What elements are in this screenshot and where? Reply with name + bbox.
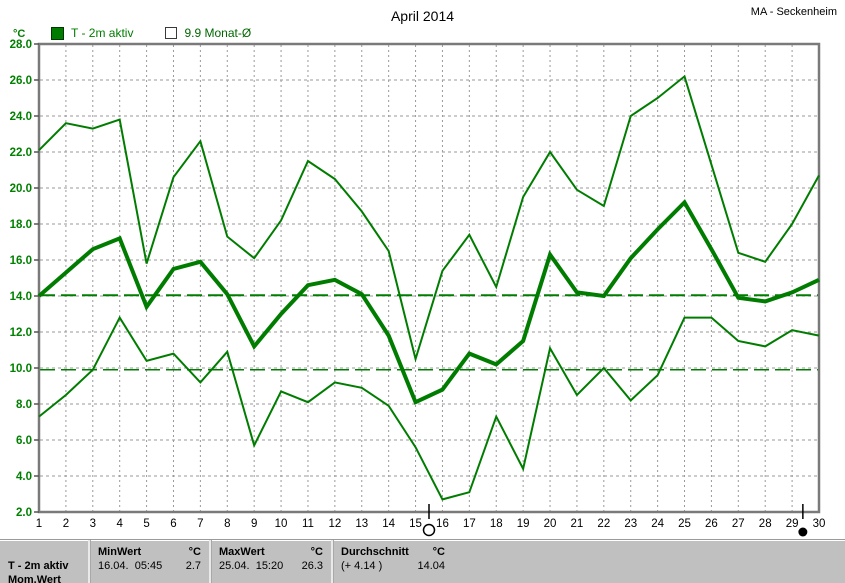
legend-item-active-series[interactable]: T - 2m aktiv (51, 26, 133, 40)
maxwert-value: 26.3 (301, 560, 323, 572)
y-tick-label: 14.0 (10, 291, 32, 303)
x-tick-label: 6 (170, 518, 176, 530)
legend-label-active: T - 2m aktiv (71, 26, 134, 40)
y-tick-label: 12.0 (10, 327, 32, 339)
y-tick-label: 10.0 (10, 363, 32, 375)
y-tick-label: 28.0 (10, 39, 32, 51)
maxwert-unit: °C (310, 546, 323, 558)
statusbar-minwert-cell: MinWert °C 16.04. 05:45 2.7 (88, 540, 209, 583)
x-tick-label: 25 (678, 518, 691, 530)
maxwert-datetime: 25.04. 15:20 (219, 560, 284, 572)
x-tick-label: 17 (463, 518, 476, 530)
y-tick-label: 6.0 (16, 435, 32, 447)
minwert-datetime: 16.04. 05:45 (98, 560, 163, 572)
x-tick-label: 1 (36, 518, 42, 530)
minwert-unit: °C (188, 546, 201, 558)
durchschnitt-value: 14.04 (417, 560, 445, 572)
x-tick-label: 30 (813, 518, 826, 530)
new-moon-icon (798, 527, 808, 537)
min-line (38, 315, 820, 501)
maxwert-header: MaxWert (219, 546, 265, 558)
full-moon-icon (422, 523, 436, 537)
x-tick-label: 27 (732, 518, 745, 530)
y-tick-label: 20.0 (10, 183, 32, 195)
x-tick-label: 15 (409, 518, 422, 530)
chart-title: April 2014 (390, 8, 455, 24)
y-tick-label: 18.0 (10, 219, 32, 231)
x-tick-label: 18 (490, 518, 503, 530)
x-tick-label: 26 (705, 518, 718, 530)
x-tick-label: 22 (597, 518, 610, 530)
x-tick-label: 8 (224, 518, 230, 530)
y-tick-label: 26.0 (10, 75, 32, 87)
x-tick-label: 2 (63, 518, 69, 530)
x-tick-label: 24 (651, 518, 664, 530)
max-line (38, 74, 820, 363)
filled-square-icon (51, 26, 64, 40)
open-square-icon (165, 27, 178, 39)
legend-item-longterm-average[interactable]: 9.9 Monat-Ø (165, 26, 251, 40)
statusbar-partial-next-row: Mom.Wert (8, 574, 61, 583)
station-label: MA - Seckenheim (750, 6, 837, 18)
statusbar-empty-area (453, 540, 845, 583)
x-tick-label: 28 (759, 518, 772, 530)
y-tick-label: 8.0 (16, 399, 32, 411)
statusbar-durchschnitt-cell: Durchschnitt °C (+ 4.14 ) 14.04 (331, 540, 453, 583)
minwert-value: 2.7 (185, 560, 201, 572)
x-tick-label: 29 (786, 518, 799, 530)
x-tick-label: 7 (197, 518, 203, 530)
x-tick-label: 4 (116, 518, 123, 530)
mean-line (37, 199, 820, 405)
x-tick-label: 16 (436, 518, 449, 530)
x-tick-label: 3 (90, 518, 96, 530)
x-tick-label: 14 (382, 518, 395, 530)
y-tick-label: 24.0 (10, 111, 32, 123)
durchschnitt-unit: °C (432, 546, 445, 558)
x-tick-label: 12 (328, 518, 341, 530)
y-tick-label: 4.0 (16, 471, 32, 483)
statusbar-channel-label: T - 2m aktiv (8, 560, 69, 572)
statusbar-spacer (8, 545, 80, 559)
x-tick-label: 21 (571, 518, 584, 530)
x-tick-label: 10 (275, 518, 288, 530)
statusbar-maxwert-cell: MaxWert °C 25.04. 15:20 26.3 (209, 540, 331, 583)
plot-frame (37, 42, 821, 514)
y-tick-label: 2.0 (16, 507, 32, 519)
y-tick-label: 16.0 (10, 255, 32, 267)
durchschnitt-delta: (+ 4.14 ) (341, 560, 383, 572)
legend: T - 2m aktiv 9.9 Monat-Ø (51, 26, 251, 40)
y-tick-label: 22.0 (10, 147, 32, 159)
x-tick-label: 23 (624, 518, 637, 530)
statusbar-channel-cell: T - 2m aktiv Mom.Wert (0, 540, 88, 583)
x-tick-label: 13 (355, 518, 368, 530)
temperature-chart: 2.0 4.0 6.0 8.0 10.0 12.0 14.0 16.0 18.0 20.0 22.0… (10, 39, 826, 537)
x-tick-label: 9 (251, 518, 257, 530)
statusbar: T - 2m aktiv Mom.Wert MinWert °C 16.04. … (0, 539, 845, 583)
durchschnitt-header: Durchschnitt (341, 546, 409, 558)
minwert-header: MinWert (98, 546, 142, 558)
x-tick-label: 11 (302, 518, 314, 530)
x-tick-label: 19 (517, 518, 530, 530)
legend-label-longterm: 9.9 Monat-Ø (184, 26, 252, 40)
x-tick-label: 20 (544, 518, 557, 530)
y-axis-unit-label: °C (13, 28, 26, 40)
x-tick-label: 5 (143, 518, 149, 530)
